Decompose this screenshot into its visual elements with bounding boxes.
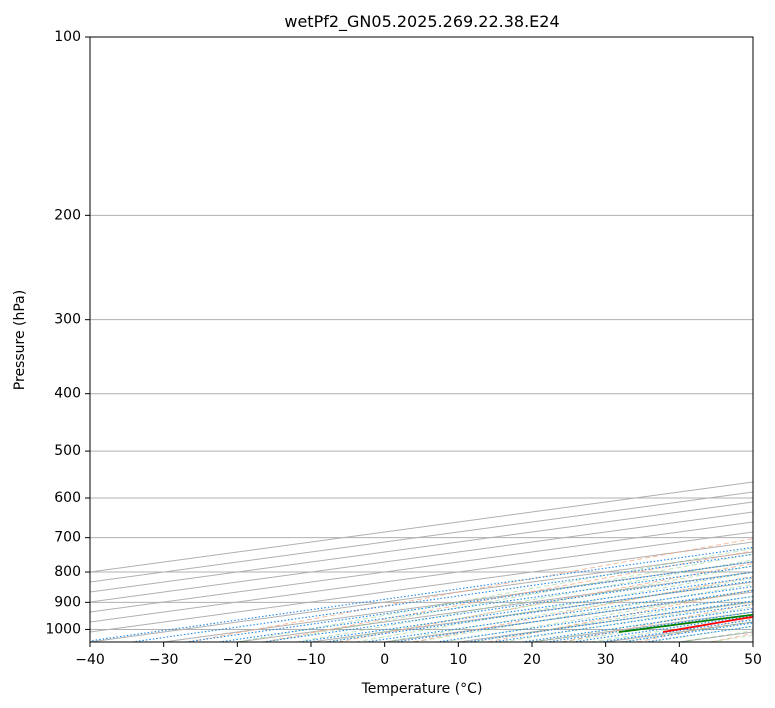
plot-frame (89, 36, 754, 643)
y-tick-label: 1000 (45, 621, 81, 637)
isotherm-line (90, 491, 753, 583)
moist-adiabat-line (325, 565, 753, 642)
y-tick-label: 300 (54, 312, 81, 328)
pressure-gridlines (90, 37, 753, 630)
moist-adiabat-line (266, 553, 753, 642)
x-axis-ticks: −40 −30 −20 −10 0 10 20 30 40 50 (75, 642, 762, 668)
isotherm-line (90, 501, 753, 593)
x-tick-label: 30 (597, 652, 615, 668)
y-tick-label: 100 (54, 29, 81, 45)
isotherm-line (90, 531, 753, 623)
x-tick-label: −10 (296, 652, 326, 668)
x-tick-label: 0 (380, 652, 389, 668)
y-tick-label: 900 (54, 594, 81, 610)
y-tick-label: 800 (54, 564, 81, 580)
chart-title: wetPf2_GN05.2025.269.22.38.E24 (284, 12, 559, 32)
x-tick-label: 20 (523, 652, 541, 668)
x-tick-label: 10 (449, 652, 467, 668)
y-tick-label: 400 (54, 386, 81, 402)
mixing-ratio-lines (90, 546, 753, 642)
y-axis-ticks: 100 200 300 400 500 600 700 800 900 1000 (45, 29, 90, 637)
y-tick-label: 600 (54, 490, 81, 506)
plot-area: -100-90-80-70-60-50-40-30-20-10010203040… (90, 37, 753, 642)
x-tick-label: 50 (744, 652, 762, 668)
y-tick-label: 700 (54, 530, 81, 546)
mixing-ratio-line (365, 585, 753, 642)
x-tick-label: −40 (75, 652, 105, 668)
mixing-ratio-line (394, 589, 753, 642)
moist-adiabat-line (414, 583, 753, 642)
x-tick-label: −20 (223, 652, 253, 668)
y-tick-label: 500 (54, 443, 81, 459)
mixing-ratio-line (299, 576, 753, 642)
y-axis-label: Pressure (hPa) (12, 290, 28, 390)
moist-adiabat-line (473, 595, 753, 642)
isotherm-line (90, 521, 753, 613)
x-tick-label: −30 (149, 652, 179, 668)
y-tick-label: 200 (54, 207, 81, 223)
mixing-ratio-line (326, 580, 753, 642)
isotherm-line (90, 511, 753, 603)
isotherm-lines (90, 481, 753, 642)
x-axis-label: Temperature (°C) (361, 681, 483, 697)
isotherm-line (90, 481, 753, 573)
x-tick-label: 40 (670, 652, 688, 668)
mixing-ratio-line (90, 546, 753, 642)
moist-adiabat-line (237, 548, 753, 642)
